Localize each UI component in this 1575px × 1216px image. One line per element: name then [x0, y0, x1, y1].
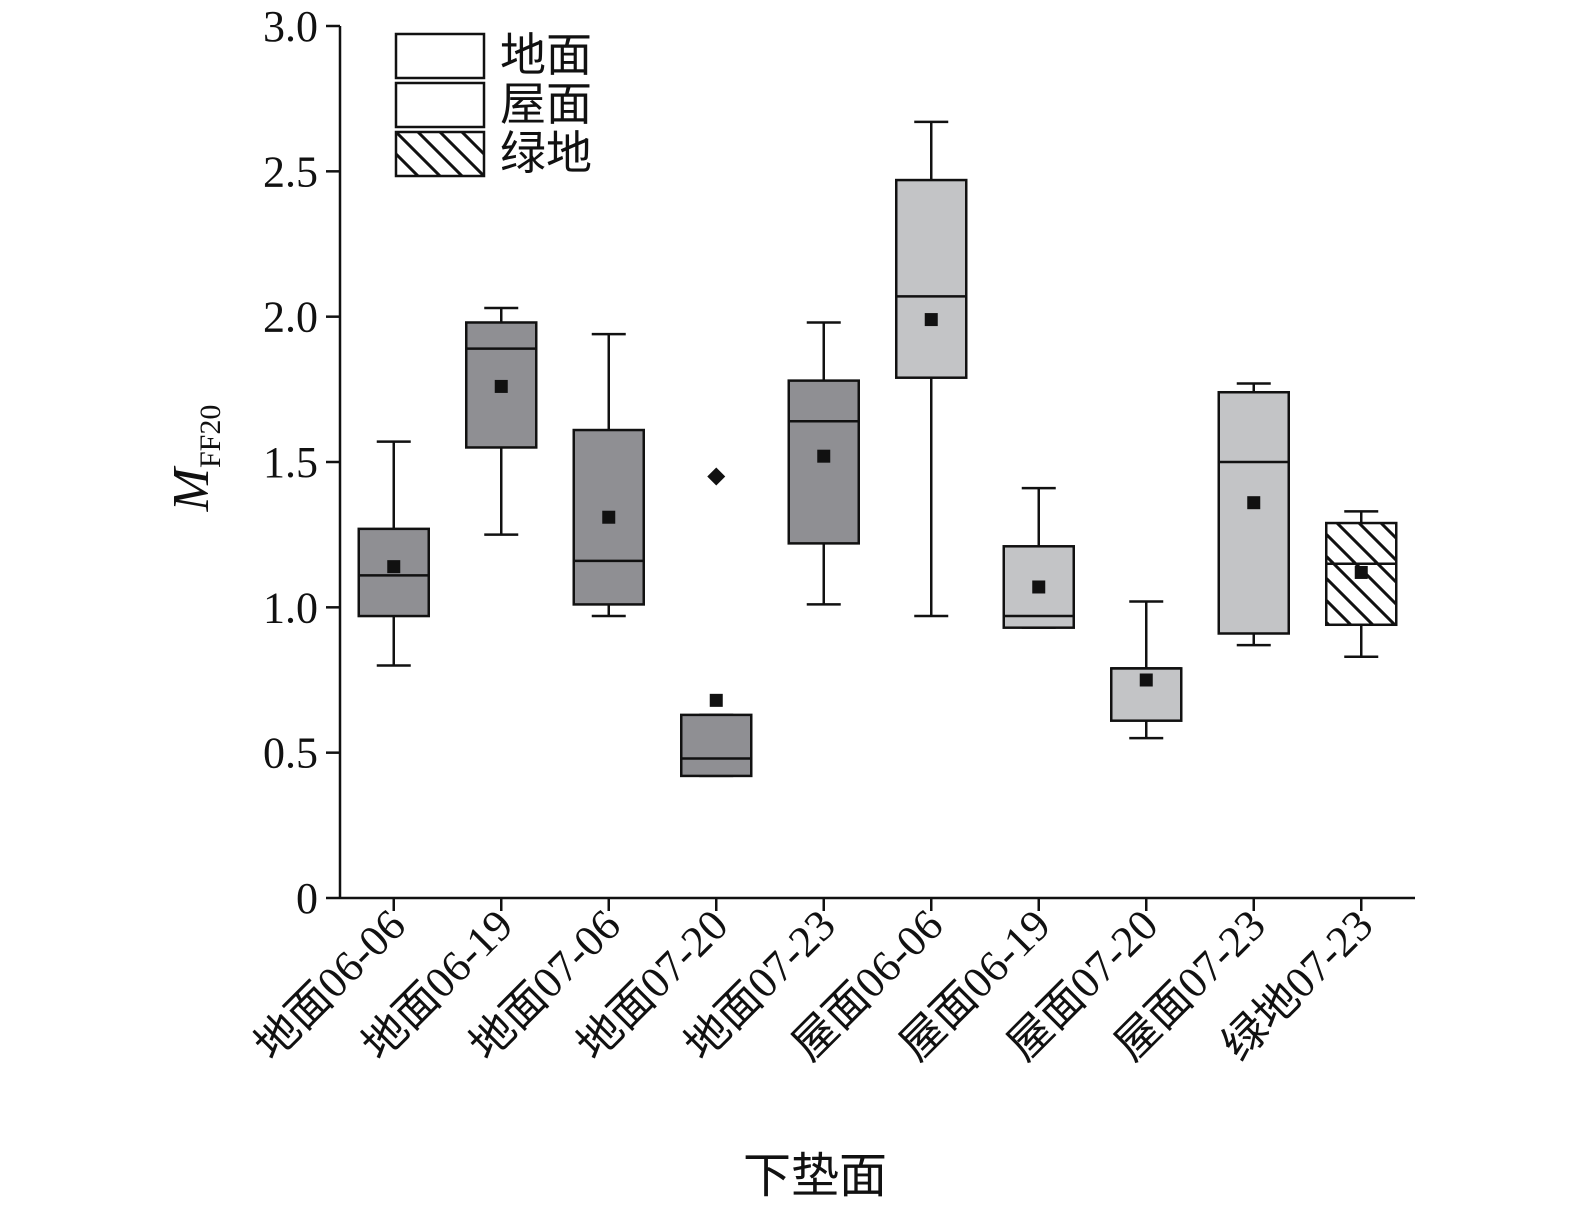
y-axis: 0 0.5 1.0 1.5 2.0 2.5 3.0 — [263, 2, 342, 923]
legend-label: 屋面 — [500, 79, 592, 130]
mean-marker — [709, 693, 723, 707]
x-axis: 地面06-06地面06-19地面07-06地面07-20地面07-23屋面06-… — [245, 896, 1415, 1070]
box-iqr — [680, 713, 753, 778]
box-series-item — [787, 321, 860, 606]
box-series-item — [1002, 486, 1075, 629]
box-series-item — [572, 332, 645, 618]
x-axis-title: 下垫面 — [743, 1150, 887, 1203]
box-series-item — [357, 440, 430, 667]
legend-label: 地面 — [500, 30, 592, 81]
y-tick-label: 2.0 — [263, 293, 318, 342]
y-axis-title: MFF20 — [163, 405, 227, 513]
box-series-item — [1325, 510, 1398, 658]
box-series-item — [1110, 600, 1183, 740]
outlier-marker — [707, 467, 726, 486]
plot-area — [357, 120, 1398, 778]
legend-swatch — [394, 130, 486, 178]
mean-marker — [817, 449, 831, 463]
y-axis-title-sub: FF20 — [194, 405, 227, 468]
mean-marker — [494, 379, 508, 393]
mean-marker — [602, 510, 616, 524]
box-series-item — [1217, 382, 1290, 647]
legend-label: 绿地 — [500, 128, 592, 179]
y-tick-label: 3.0 — [263, 2, 318, 51]
box-series-item — [680, 467, 753, 778]
legend-swatch — [394, 32, 486, 80]
y-tick-label: 1.5 — [263, 438, 318, 487]
y-tick-label: 0.5 — [263, 729, 318, 778]
mean-marker — [1247, 496, 1261, 510]
y-tick-label: 1.0 — [263, 583, 318, 632]
mean-marker — [1032, 580, 1046, 594]
box-iqr — [1217, 390, 1290, 635]
box-series-item — [465, 306, 538, 536]
box-iqr — [895, 178, 968, 379]
mean-marker — [1354, 565, 1368, 579]
mean-marker — [1139, 673, 1153, 687]
legend-swatch — [394, 81, 486, 129]
box-series-item — [895, 120, 968, 618]
y-axis-title-main: M — [163, 465, 220, 512]
y-tick-label: 2.5 — [263, 147, 318, 196]
mean-marker — [387, 560, 401, 574]
mean-marker — [924, 313, 938, 327]
y-tick-label: 0 — [296, 874, 318, 923]
